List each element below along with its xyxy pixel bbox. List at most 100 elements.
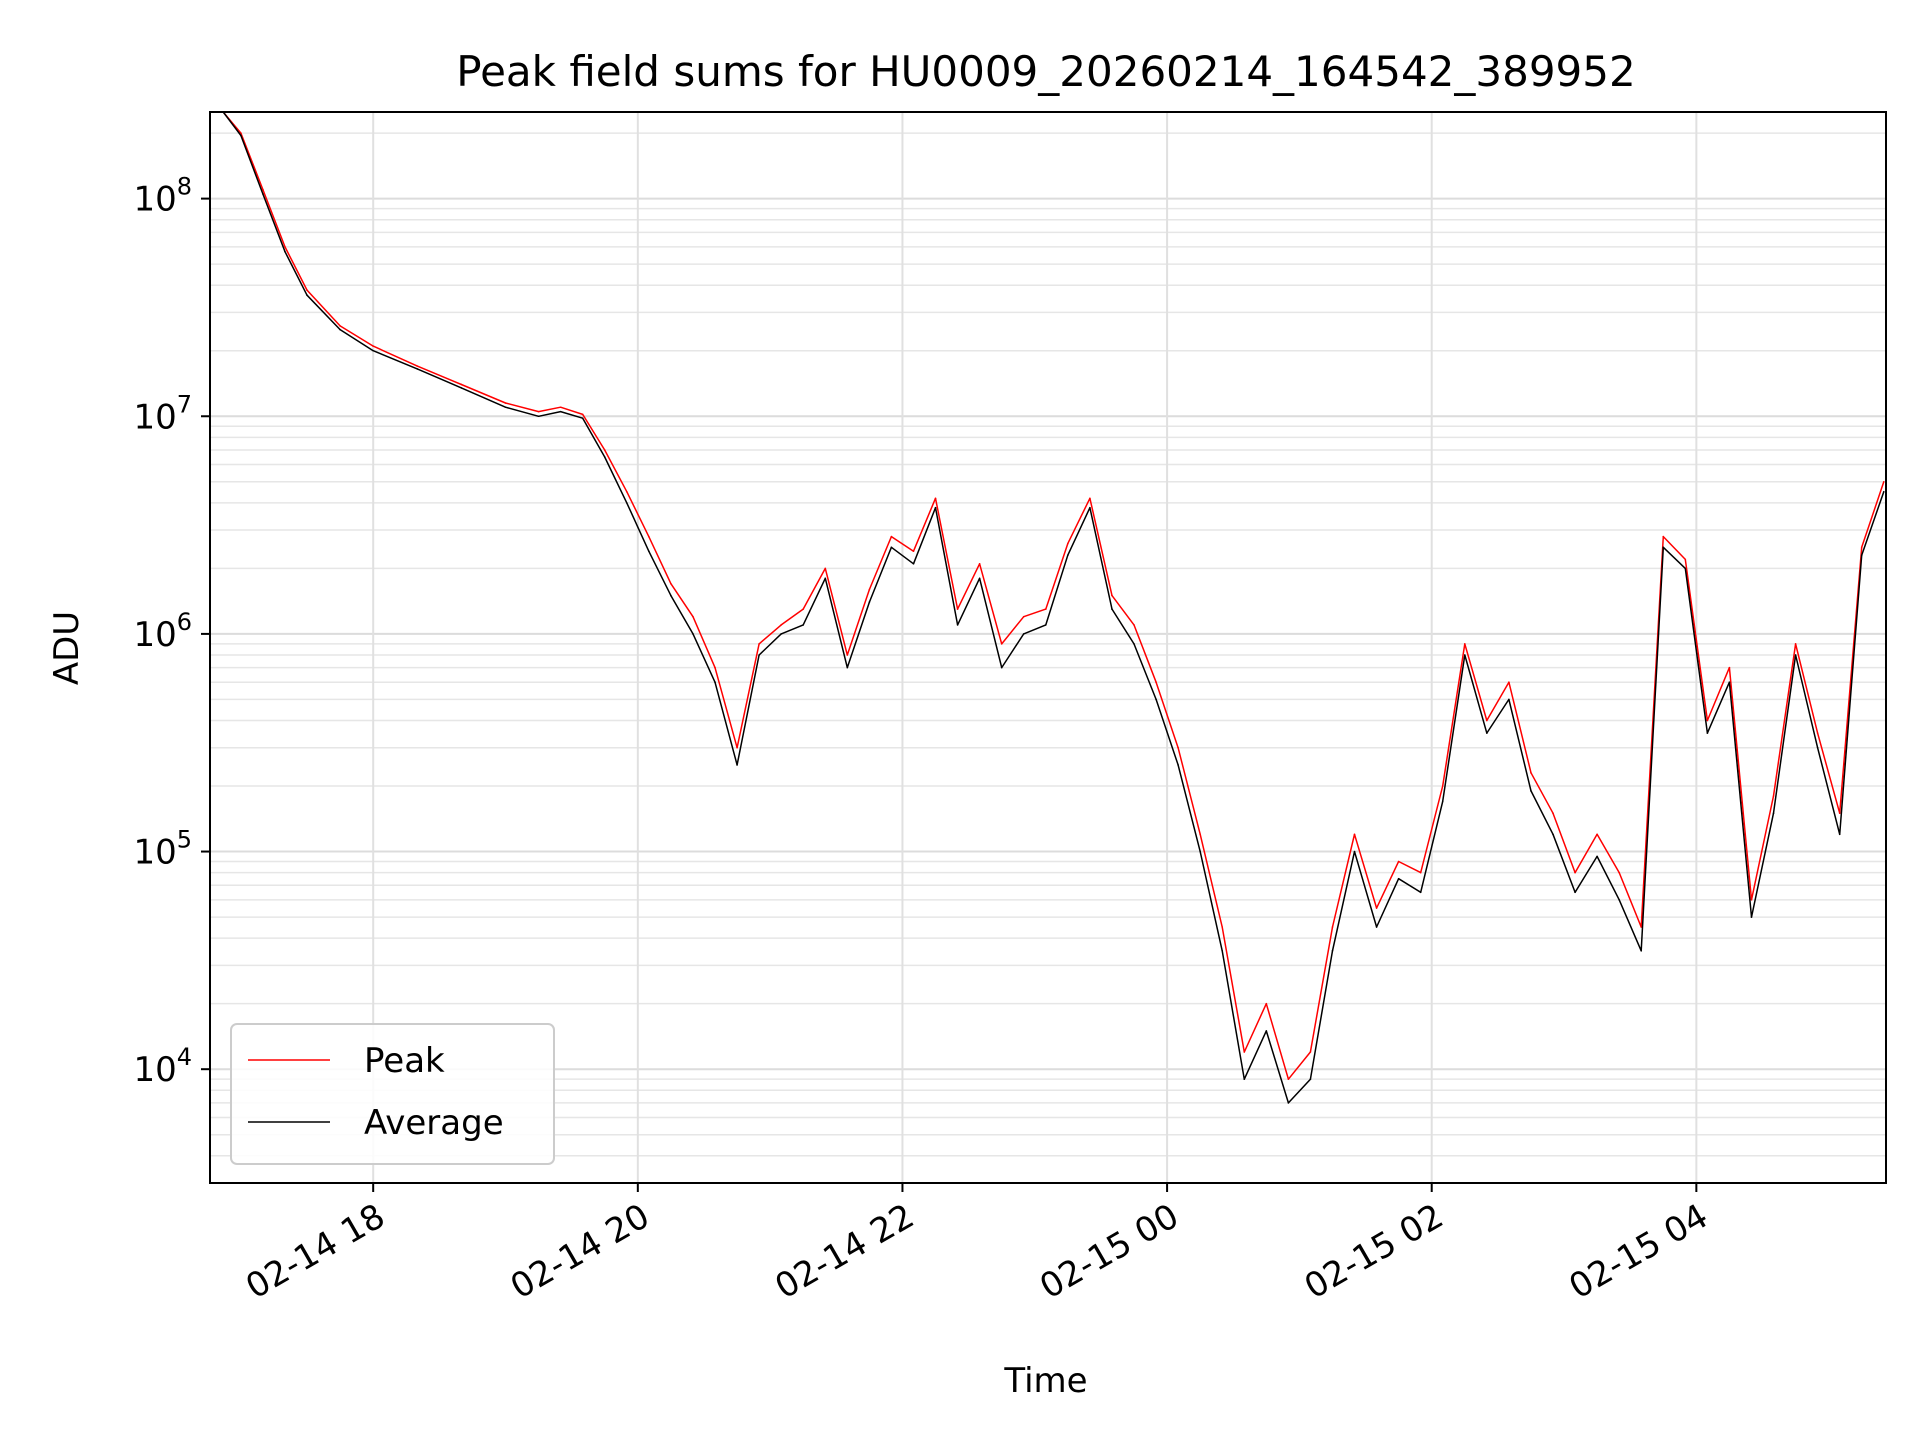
series-point-average xyxy=(625,502,628,504)
series-point-average xyxy=(846,666,849,669)
series-point-peak xyxy=(416,365,419,367)
y-tick-base: 10 xyxy=(133,833,176,873)
series-point-average xyxy=(1728,681,1731,683)
series-point-average xyxy=(802,624,805,626)
y-tick-base: 10 xyxy=(133,397,176,437)
series-point-peak xyxy=(1882,480,1885,483)
series-point-average xyxy=(1463,654,1466,656)
series-point-peak xyxy=(1552,812,1554,815)
y-tick-label: 106 xyxy=(133,608,192,655)
series-point-peak xyxy=(648,535,650,538)
series-point-peak xyxy=(890,535,893,538)
series-point-average xyxy=(1111,608,1113,610)
series-point-peak xyxy=(284,246,286,248)
series-point-peak xyxy=(736,746,738,749)
series-point-average xyxy=(692,633,694,635)
series-point-peak xyxy=(1111,594,1113,597)
series-point-average xyxy=(1331,949,1334,952)
series-point-average xyxy=(1133,643,1135,645)
series-point-average xyxy=(1552,833,1554,836)
series-point-average xyxy=(372,349,374,352)
series-point-average xyxy=(1794,654,1797,656)
series-point-average xyxy=(670,594,672,597)
series-point-peak xyxy=(1530,772,1532,774)
series-point-average xyxy=(1706,732,1709,734)
series-point-average xyxy=(736,764,738,766)
series-point-average xyxy=(1508,698,1510,701)
series-point-peak xyxy=(1508,681,1510,683)
series-point-peak xyxy=(978,562,981,565)
series-point-average xyxy=(1022,633,1025,635)
series-point-average xyxy=(1662,546,1665,549)
series-point-peak xyxy=(1221,926,1224,928)
series-point-peak xyxy=(1133,624,1135,626)
series-point-average xyxy=(1265,1030,1268,1032)
series-point-average xyxy=(780,633,782,635)
series-point-average xyxy=(240,134,242,137)
series-point-average xyxy=(1000,666,1003,669)
series-point-peak xyxy=(1706,719,1709,722)
series-layer xyxy=(222,111,1885,1104)
series-point-average xyxy=(1199,850,1201,853)
series-point-peak xyxy=(1486,719,1488,722)
series-point-average xyxy=(262,193,264,195)
series-point-average xyxy=(1530,790,1532,792)
series-point-peak xyxy=(1441,785,1444,787)
series-point-peak xyxy=(956,608,959,610)
series-point-average xyxy=(1882,490,1885,493)
series-point-average xyxy=(978,577,981,580)
series-point-peak xyxy=(934,497,937,500)
series-point-peak xyxy=(1463,643,1466,645)
series-point-average xyxy=(1816,746,1819,749)
series-point-average xyxy=(1067,554,1069,556)
series-point-peak xyxy=(1309,1051,1312,1053)
series-point-average xyxy=(1397,877,1400,880)
legend-label-average: Average xyxy=(364,1103,504,1143)
series-point-peak xyxy=(1419,871,1422,874)
series-point-average xyxy=(1089,506,1091,509)
series-point-average xyxy=(306,294,308,296)
series-point-peak xyxy=(460,383,463,386)
series-point-average xyxy=(1243,1078,1246,1080)
series-point-peak xyxy=(1022,615,1025,618)
series-point-peak xyxy=(1860,546,1863,549)
series-point-average xyxy=(1574,891,1576,894)
series-point-average xyxy=(1838,833,1841,836)
series-line-average xyxy=(222,111,1885,1104)
series-point-average xyxy=(1155,698,1157,701)
plot-frame xyxy=(209,111,1887,1184)
series-point-peak xyxy=(912,550,915,552)
series-point-average xyxy=(868,601,871,603)
series-point-peak xyxy=(1596,833,1598,836)
series-point-peak xyxy=(306,289,308,291)
series-point-average xyxy=(581,417,584,419)
series-point-average xyxy=(1044,624,1047,626)
series-point-average xyxy=(416,368,419,370)
series-point-peak xyxy=(1750,899,1753,901)
series-point-peak xyxy=(625,490,628,493)
series-point-peak xyxy=(603,449,606,451)
series-point-average xyxy=(559,410,562,413)
series-point-peak xyxy=(670,582,672,585)
y-axis-label: ADU xyxy=(47,611,87,685)
series-point-peak xyxy=(802,608,805,610)
y-tick-label: 104 xyxy=(133,1043,192,1090)
series-point-peak xyxy=(1000,643,1003,645)
series-point-average xyxy=(912,562,915,565)
y-tick-base: 10 xyxy=(133,615,176,655)
series-point-peak xyxy=(1375,907,1378,909)
series-point-average xyxy=(1287,1102,1290,1104)
series-point-peak xyxy=(1838,812,1841,815)
series-point-peak xyxy=(1353,833,1356,836)
series-point-average xyxy=(648,550,650,552)
series-point-peak xyxy=(714,666,716,669)
series-point-average xyxy=(1177,764,1179,766)
series-point-average xyxy=(1618,899,1620,901)
series-point-peak xyxy=(1243,1051,1246,1053)
series-point-peak xyxy=(1287,1078,1290,1080)
series-point-average xyxy=(537,415,540,418)
series-point-peak xyxy=(1155,681,1157,683)
y-tick-exponent: 8 xyxy=(177,173,192,201)
series-point-peak xyxy=(1044,608,1047,610)
